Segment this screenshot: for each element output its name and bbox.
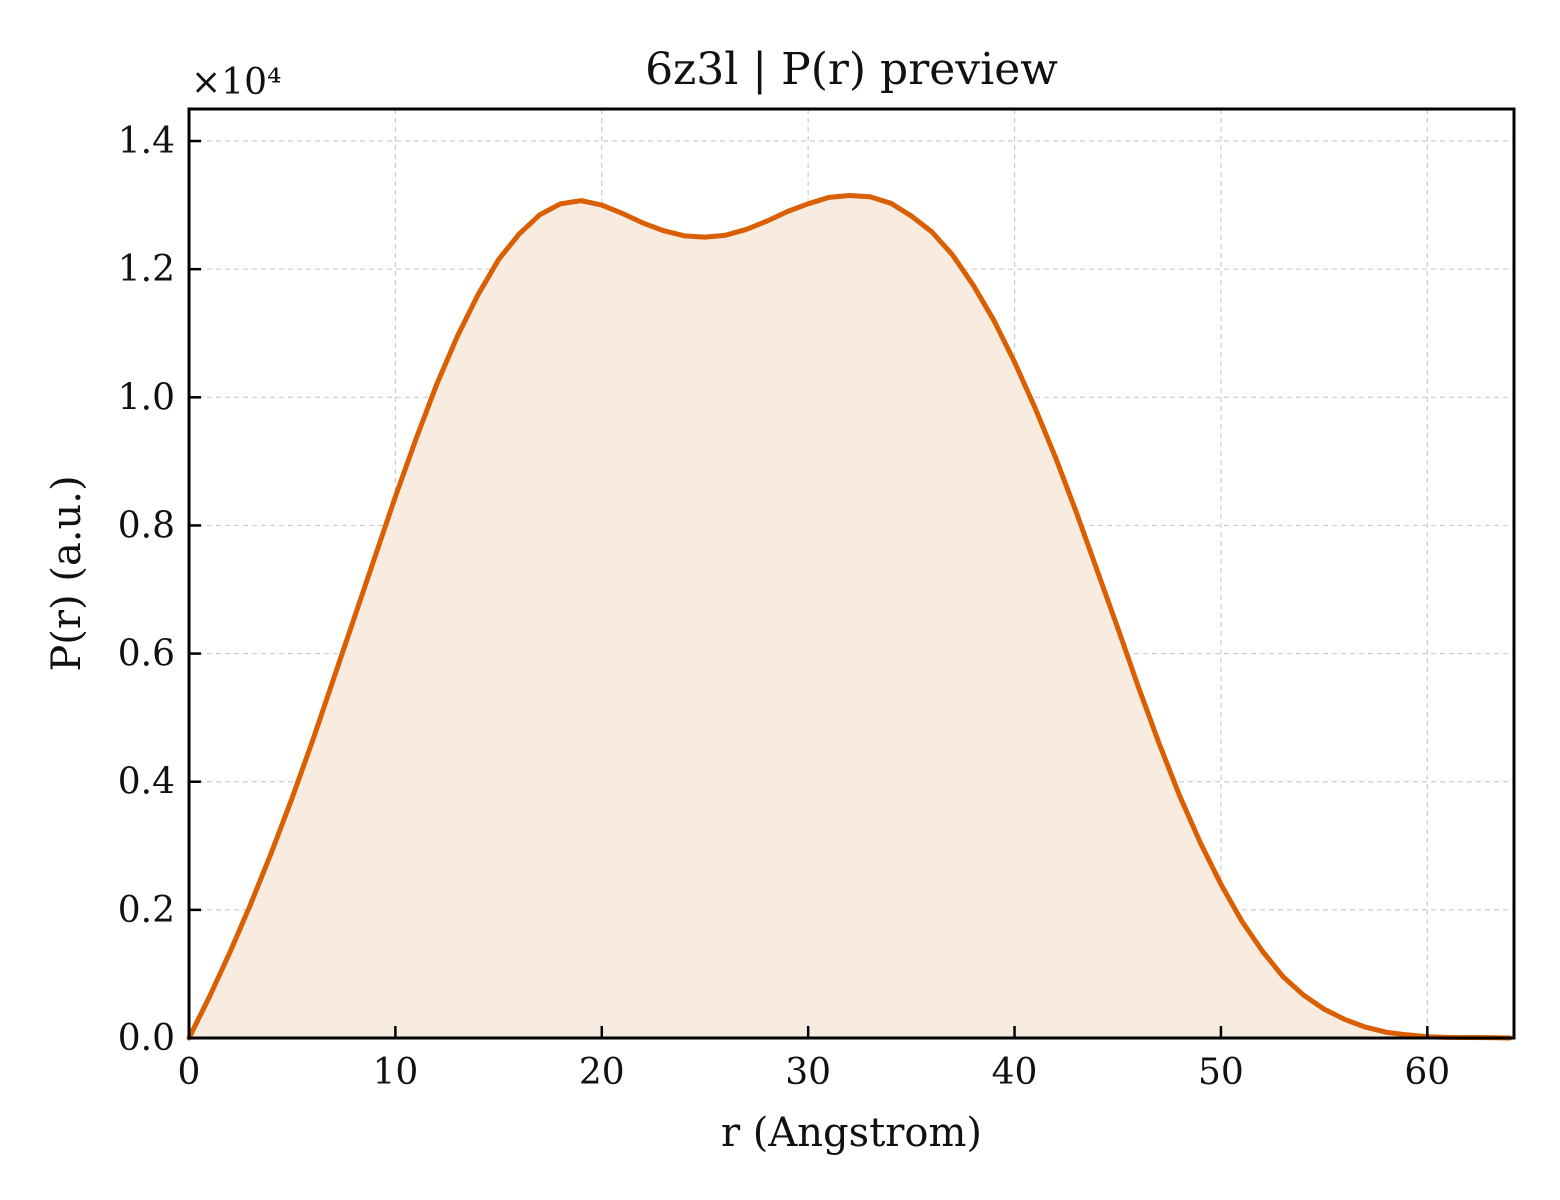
chart-title: 6z3l | P(r) preview [645, 44, 1058, 95]
tick-layer [187, 139, 1429, 1040]
x-axis-title: r (Angstrom) [721, 1110, 982, 1156]
y-tick-label: 0.2 [118, 890, 175, 931]
x-tick-label: 40 [992, 1052, 1038, 1093]
pr-area-fill [189, 195, 1510, 1039]
y-tick-label: 0.6 [118, 634, 175, 675]
x-tick-label: 60 [1404, 1052, 1450, 1093]
plot-frame [187, 107, 1516, 1040]
y-tick-label: 0.8 [118, 505, 175, 546]
y-axis-title: P(r) (a.u.) [44, 475, 90, 671]
y-tick-label: 1.4 [118, 121, 175, 162]
y-tick-label: 0.4 [118, 762, 175, 803]
y-tick-label: 1.2 [118, 249, 175, 290]
pr-curve-line [186, 192, 1513, 1041]
y-tick-label: 1.0 [118, 377, 175, 418]
x-tick-label: 50 [1198, 1052, 1244, 1093]
area-layer [189, 195, 1510, 1039]
tick-label-layer: 0 10 20 30 40 50 60 0.0 0.2 0.4 0.6 0.8 1.0 1.2 1.4 [118, 121, 1450, 1093]
x-tick-label: 0 [178, 1052, 201, 1093]
x-tick-label: 20 [579, 1052, 625, 1093]
line-layer [186, 192, 1513, 1041]
y-tick-label: 0.0 [118, 1018, 175, 1059]
y-offset-label: ×10⁴ [191, 62, 281, 103]
x-tick-label: 30 [785, 1052, 831, 1093]
x-tick-label: 10 [372, 1052, 418, 1093]
